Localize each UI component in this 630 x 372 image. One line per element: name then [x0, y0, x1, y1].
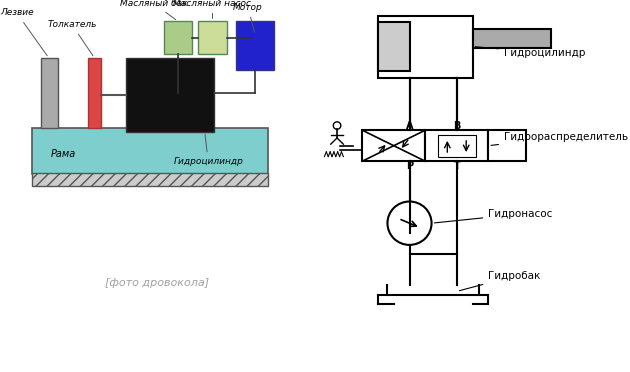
Text: Гидроцилиндр: Гидроцилиндр — [173, 134, 243, 166]
Bar — [378, 22, 410, 71]
Text: [фото дровокола]: [фото дровокола] — [105, 278, 210, 288]
Text: Рама: Рама — [50, 149, 76, 159]
Bar — [32, 128, 268, 174]
Text: B: B — [453, 121, 461, 131]
Circle shape — [333, 122, 341, 129]
Bar — [88, 58, 101, 128]
Bar — [425, 130, 488, 161]
Text: Гидрораспределитель: Гидрораспределитель — [491, 131, 628, 145]
Bar — [362, 130, 425, 161]
Bar — [198, 21, 227, 54]
Text: Лезвие: Лезвие — [0, 9, 47, 56]
Text: Гидроцилиндр: Гидроцилиндр — [475, 47, 585, 58]
Text: T: T — [454, 161, 460, 171]
Text: Толкатель: Толкатель — [47, 20, 96, 56]
Text: Масляный бак: Масляный бак — [120, 0, 187, 20]
Circle shape — [387, 202, 432, 245]
Bar — [236, 21, 274, 70]
Text: A: A — [406, 121, 413, 131]
Bar — [41, 58, 59, 128]
Bar — [438, 135, 476, 157]
Text: Гидробак: Гидробак — [459, 271, 541, 291]
Text: Масляный насос: Масляный насос — [173, 0, 251, 19]
Bar — [164, 21, 192, 54]
Bar — [126, 58, 214, 132]
Text: Гидронасос: Гидронасос — [434, 209, 553, 223]
Bar — [32, 173, 268, 186]
Text: Мотор: Мотор — [233, 3, 263, 32]
Bar — [378, 16, 472, 77]
Bar — [488, 130, 526, 161]
Text: P: P — [406, 161, 413, 171]
Bar — [472, 29, 551, 48]
